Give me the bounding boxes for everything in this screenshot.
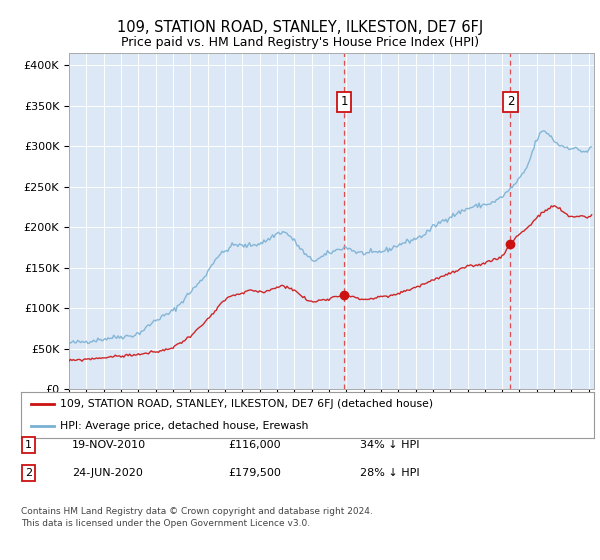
Text: 109, STATION ROAD, STANLEY, ILKESTON, DE7 6FJ: 109, STATION ROAD, STANLEY, ILKESTON, DE… bbox=[117, 20, 483, 35]
Text: £116,000: £116,000 bbox=[228, 440, 281, 450]
Text: Price paid vs. HM Land Registry's House Price Index (HPI): Price paid vs. HM Land Registry's House … bbox=[121, 36, 479, 49]
Text: 34% ↓ HPI: 34% ↓ HPI bbox=[360, 440, 419, 450]
Text: 2: 2 bbox=[507, 95, 514, 108]
Text: 24-JUN-2020: 24-JUN-2020 bbox=[72, 468, 143, 478]
Text: 1: 1 bbox=[340, 95, 348, 108]
Text: 1: 1 bbox=[25, 440, 32, 450]
Text: HPI: Average price, detached house, Erewash: HPI: Average price, detached house, Erew… bbox=[60, 421, 308, 431]
Text: Contains HM Land Registry data © Crown copyright and database right 2024.
This d: Contains HM Land Registry data © Crown c… bbox=[21, 507, 373, 528]
Text: 28% ↓ HPI: 28% ↓ HPI bbox=[360, 468, 419, 478]
Text: 109, STATION ROAD, STANLEY, ILKESTON, DE7 6FJ (detached house): 109, STATION ROAD, STANLEY, ILKESTON, DE… bbox=[60, 399, 433, 409]
Text: £179,500: £179,500 bbox=[228, 468, 281, 478]
Text: 19-NOV-2010: 19-NOV-2010 bbox=[72, 440, 146, 450]
Text: 2: 2 bbox=[25, 468, 32, 478]
